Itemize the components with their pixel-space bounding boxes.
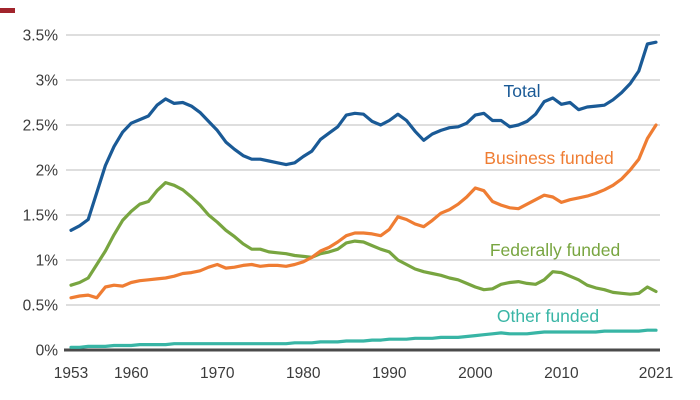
- y-tick-label: 2%: [36, 163, 59, 180]
- series-line-other-funded: [69, 328, 658, 349]
- series-line-federally-funded: [69, 181, 658, 296]
- series-line-total: [69, 40, 658, 232]
- y-tick-label: 0%: [36, 343, 59, 360]
- y-tick-label: 1.5%: [23, 208, 59, 225]
- x-tick-label: 1953: [54, 365, 88, 382]
- series-line-business-funded: [69, 123, 658, 300]
- x-tick-label: 2010: [544, 365, 579, 382]
- series-label-business-funded: Business funded: [484, 148, 613, 168]
- series-label-total: Total: [504, 81, 541, 101]
- x-tick-label: 1990: [372, 365, 407, 382]
- y-tick-label: 0.5%: [23, 298, 59, 315]
- x-tick-label: 1960: [114, 365, 149, 382]
- x-tick-label: 1970: [200, 365, 235, 382]
- y-tick-label: 1%: [36, 253, 59, 270]
- x-tick-label: 2000: [458, 365, 493, 382]
- cropped-red-artifact: [0, 8, 15, 13]
- x-tick-label: 1980: [286, 365, 321, 382]
- series-label-federally-funded: Federally funded: [490, 240, 620, 260]
- series-label-other-funded: Other funded: [497, 306, 599, 326]
- x-tick-label: 2021: [639, 365, 673, 382]
- y-tick-label: 2.5%: [23, 118, 59, 135]
- y-tick-label: 3.5%: [23, 28, 59, 45]
- y-tick-label: 3%: [36, 73, 59, 90]
